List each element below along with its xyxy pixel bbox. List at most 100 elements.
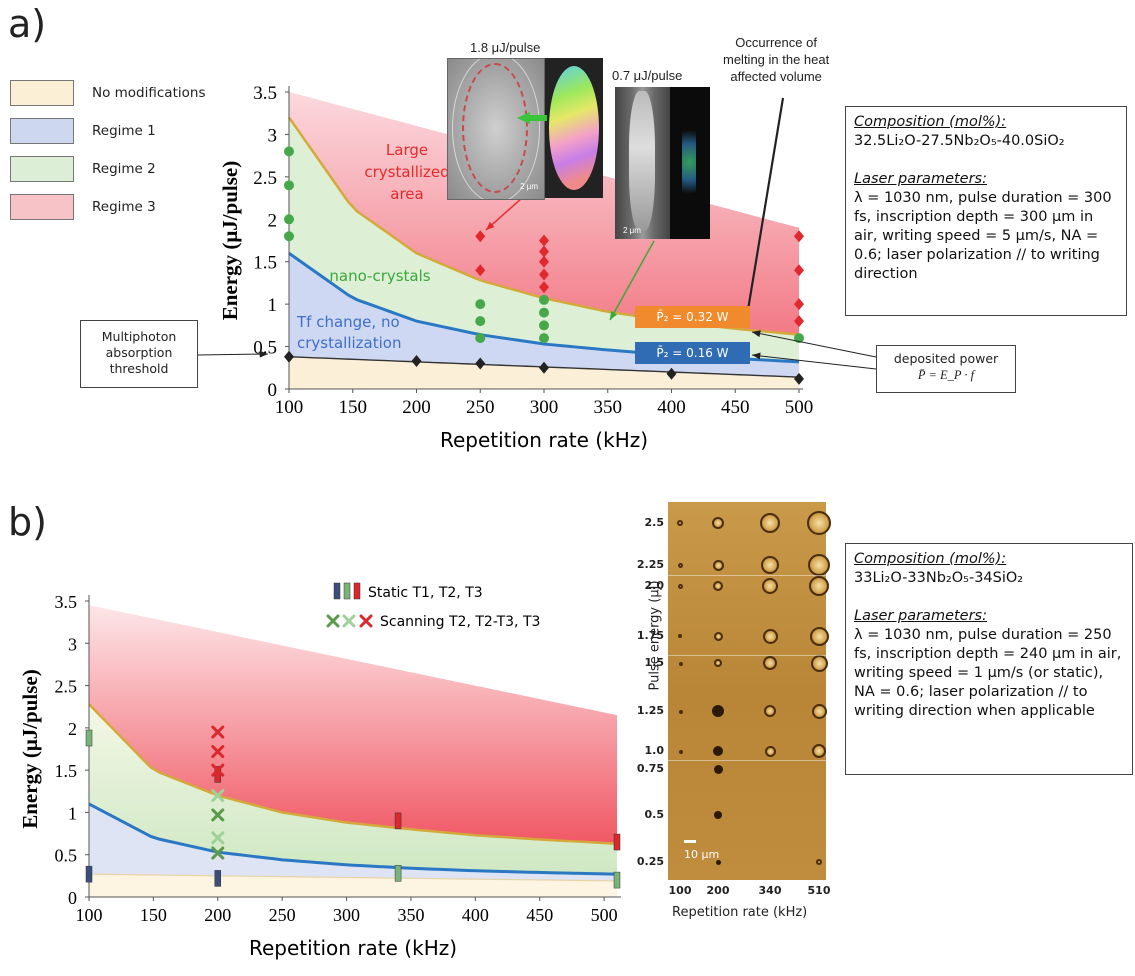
- micrograph-spot: [762, 628, 778, 644]
- marker-no-modifications: [475, 357, 486, 370]
- melting-note: Occurrence of melting in the heat affect…: [723, 34, 829, 85]
- x-tick-label: 450: [526, 905, 553, 925]
- label-tf-change-1: Tf change, no: [296, 313, 400, 331]
- region-regime1: [89, 803, 617, 881]
- micrograph-spot: [715, 859, 721, 865]
- legend-static-marker: [343, 582, 351, 600]
- legend-static-marker: [353, 582, 361, 600]
- label-tf-change-2: crystallization: [297, 334, 401, 352]
- marker-regime-3: [539, 234, 549, 247]
- x-tick-label: 500: [591, 905, 618, 925]
- legend-swatch: [10, 194, 74, 220]
- micrograph-spot: [713, 581, 723, 591]
- micrograph-spot: [713, 746, 723, 756]
- boundary-regime2-3: [88, 703, 618, 845]
- x-tick-label: 150: [339, 397, 368, 418]
- micrograph-spot: [714, 811, 722, 819]
- deposited-line1: deposited power: [893, 351, 999, 366]
- arrow-nano: [609, 240, 655, 321]
- marker-regime-2: [539, 307, 549, 318]
- micrograph-xtick: 510: [807, 884, 831, 897]
- arrow-deposited-2-head: [752, 352, 761, 360]
- marker-scanning-t2: [211, 808, 225, 822]
- arrow-large-area-head: [486, 221, 495, 230]
- marker-static-t3: [613, 833, 621, 851]
- multiphoton-line3: threshold: [109, 361, 169, 376]
- x-tick-label: 300: [530, 397, 559, 418]
- panel-b-label: b): [8, 500, 47, 544]
- arrow-multiphoton-head: [259, 350, 268, 358]
- micrograph-spot: [764, 705, 776, 717]
- marker-static-t1: [214, 870, 222, 887]
- micrograph-ytick: 0.5: [644, 808, 665, 821]
- legend-label: Regime 2: [92, 161, 156, 177]
- y-tick-label: 3: [268, 125, 278, 146]
- marker-static-t2: [394, 865, 402, 882]
- x-tick-label: 400: [462, 905, 489, 925]
- micrograph-ytick: 1.25: [636, 704, 664, 717]
- micrograph-ytick: 0.25: [636, 855, 664, 868]
- y-tick-label: 2: [268, 210, 278, 231]
- y-tick-label: 3.5: [55, 592, 78, 612]
- legend-item: No modifications: [10, 80, 205, 106]
- region-regime3: [289, 92, 799, 335]
- marker-regime-3: [794, 315, 804, 328]
- inset2-scale: 2 μm: [623, 226, 641, 235]
- legend-scanning-marker: [342, 614, 356, 628]
- composition-title-b: Composition (mol%):: [854, 551, 1007, 567]
- marker-scanning-t2: [211, 846, 225, 860]
- micrograph-ytick: 1.75: [636, 629, 664, 642]
- region-regime2: [289, 117, 799, 362]
- legend-label: No modifications: [92, 85, 206, 101]
- micrograph-scalebar-line: [684, 840, 696, 843]
- micrograph-xtick: 340: [758, 884, 782, 897]
- composition-box-a: Composition (mol%): 32.5Li₂O-27.5Nb₂O₅-4…: [845, 106, 1127, 316]
- arrow-melting: [743, 97, 785, 329]
- legend-static-label: Static T1, T2, T3: [368, 585, 483, 601]
- ebsd-map-1: [545, 58, 603, 198]
- marker-static-t2: [85, 729, 93, 747]
- composition-title-a: Composition (mol%):: [854, 114, 1007, 130]
- legend-item: Regime 3: [10, 194, 156, 220]
- y-axis-title: Energy (μJ/pulse): [218, 161, 242, 321]
- composition-b: 33Li₂O-33Nb₂O₅-34SiO₂: [854, 570, 1024, 586]
- legend-label: Regime 3: [92, 199, 156, 215]
- y-axis-title: Energy (μJ/pulse): [18, 669, 42, 829]
- inset1-title: 1.8 μJ/pulse: [470, 40, 541, 55]
- marker-no-modifications: [411, 354, 422, 367]
- micrograph-spot: [678, 661, 683, 666]
- x-tick-label: 350: [594, 397, 623, 418]
- laser-title-b: Laser parameters:: [854, 608, 987, 624]
- marker-regime-3: [475, 230, 486, 243]
- y-tick-label: 3.5: [253, 83, 277, 104]
- marker-regime-2: [539, 320, 549, 331]
- marker-scanning-t2-t3: [211, 831, 225, 845]
- micrograph-xtick: 200: [706, 884, 730, 897]
- marker-regime-2: [475, 333, 486, 344]
- marker-scanning-t3: [211, 725, 225, 739]
- micrograph-spot: [810, 654, 828, 672]
- deposited-power-callout: deposited power P̄ = E_P · f: [876, 345, 1016, 393]
- panel-b-legend: Static T1, T2, T3 Scanning T2, T2-T3, T3: [326, 582, 540, 630]
- marker-regime-3: [539, 255, 549, 268]
- composition-a: 32.5Li₂O-27.5Nb₂O₅-40.0SiO₂: [854, 133, 1065, 149]
- marker-regime-2: [284, 146, 294, 157]
- marker-scanning-t2-t3: [211, 789, 225, 803]
- label-large-area-2: crystallized: [364, 163, 449, 181]
- micrograph-spot: [677, 583, 683, 589]
- legend-item: Regime 2: [10, 156, 156, 182]
- marker-no-modifications: [539, 361, 549, 374]
- x-tick-label: 250: [466, 397, 495, 418]
- micrograph-spot: [809, 576, 829, 596]
- x-tick-label: 200: [402, 397, 431, 418]
- power-badge-016: P̄₂ = 0.16 W: [635, 342, 750, 364]
- composition-box-b: Composition (mol%): 33Li₂O-33Nb₂O₅-34SiO…: [845, 543, 1133, 775]
- micrograph-spot: [811, 703, 827, 719]
- y-tick-label: 1.5: [253, 253, 277, 274]
- region-regime1: [289, 253, 799, 378]
- laser-title-a: Laser parameters:: [854, 171, 987, 187]
- x-tick-label: 500: [785, 397, 814, 418]
- marker-static-t3: [394, 812, 402, 830]
- micrograph-spot: [679, 750, 683, 754]
